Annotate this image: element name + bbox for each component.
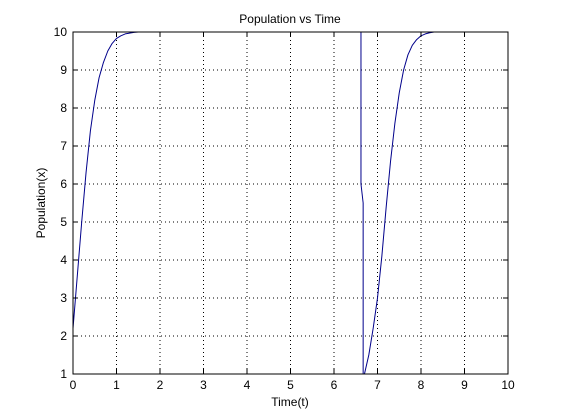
y-tick-label: 10 [54, 25, 68, 39]
x-axis: 0 1 2 3 4 5 6 7 8 9 10 [70, 32, 515, 392]
axes-frame [72, 31, 509, 375]
series-line [72, 31, 508, 375]
y-tick-label: 3 [60, 291, 67, 305]
y-tick-label: 4 [60, 253, 67, 267]
y-tick-label: 1 [60, 367, 67, 381]
grid [73, 32, 508, 374]
x-tick-label: 10 [501, 378, 515, 392]
chart-title: Population vs Time [239, 12, 341, 26]
x-tick-label: 9 [461, 378, 468, 392]
x-axis-label: Time(t) [271, 395, 309, 409]
x-tick-label: 3 [200, 378, 207, 392]
x-tick-label: 7 [374, 378, 381, 392]
x-tick-label: 6 [331, 378, 338, 392]
y-tick-label: 9 [60, 63, 67, 77]
y-tick-label: 5 [60, 215, 67, 229]
x-tick-label: 2 [157, 378, 164, 392]
x-tick-label: 1 [113, 378, 120, 392]
x-tick-label: 0 [70, 378, 77, 392]
x-tick-label: 8 [418, 378, 425, 392]
y-tick-label: 6 [60, 177, 67, 191]
plot-area [72, 31, 508, 375]
y-axis-label: Population(x) [34, 168, 48, 239]
x-tick-label: 4 [244, 378, 251, 392]
x-tick-label: 5 [287, 378, 294, 392]
y-tick-label: 8 [60, 101, 67, 115]
y-tick-label: 7 [60, 139, 67, 153]
y-tick-label: 2 [60, 329, 67, 343]
y-axis: 1 2 3 4 5 6 7 8 9 10 [54, 25, 508, 381]
